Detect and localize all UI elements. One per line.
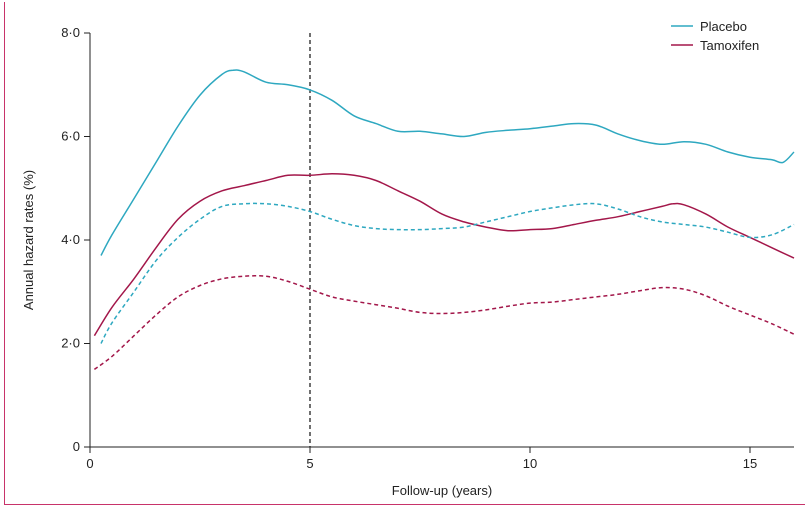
x-tick-label: 10 [523, 456, 537, 471]
y-tick-label: 4·0 [61, 232, 80, 247]
x-axis-label: Follow-up (years) [392, 483, 492, 498]
legend-label-tamoxifen: Tamoxifen [700, 38, 759, 53]
y-tick-label: 6·0 [61, 129, 80, 144]
placebo-dashed-line [100, 202, 795, 344]
x-tick-label: 5 [306, 456, 313, 471]
y-tick-label: 2·0 [61, 336, 80, 351]
axes: 0 2·0 4·0 6·0 8·0 0 5 10 15 [61, 25, 794, 471]
legend-label-placebo: Placebo [700, 19, 747, 34]
tamoxifen-solid-line [93, 173, 795, 337]
y-tick-label: 8·0 [61, 25, 80, 40]
figure-frame [4, 2, 805, 505]
x-tick-label: 15 [743, 456, 757, 471]
placebo-solid-line [100, 69, 795, 256]
plot-area [93, 33, 795, 447]
y-axis-label: Annual hazard rates (%) [21, 170, 36, 310]
tamoxifen-dashed-line [93, 274, 795, 370]
legend: Placebo Tamoxifen [671, 19, 759, 53]
y-tick-label: 0 [73, 439, 80, 454]
x-tick-label: 0 [86, 456, 93, 471]
